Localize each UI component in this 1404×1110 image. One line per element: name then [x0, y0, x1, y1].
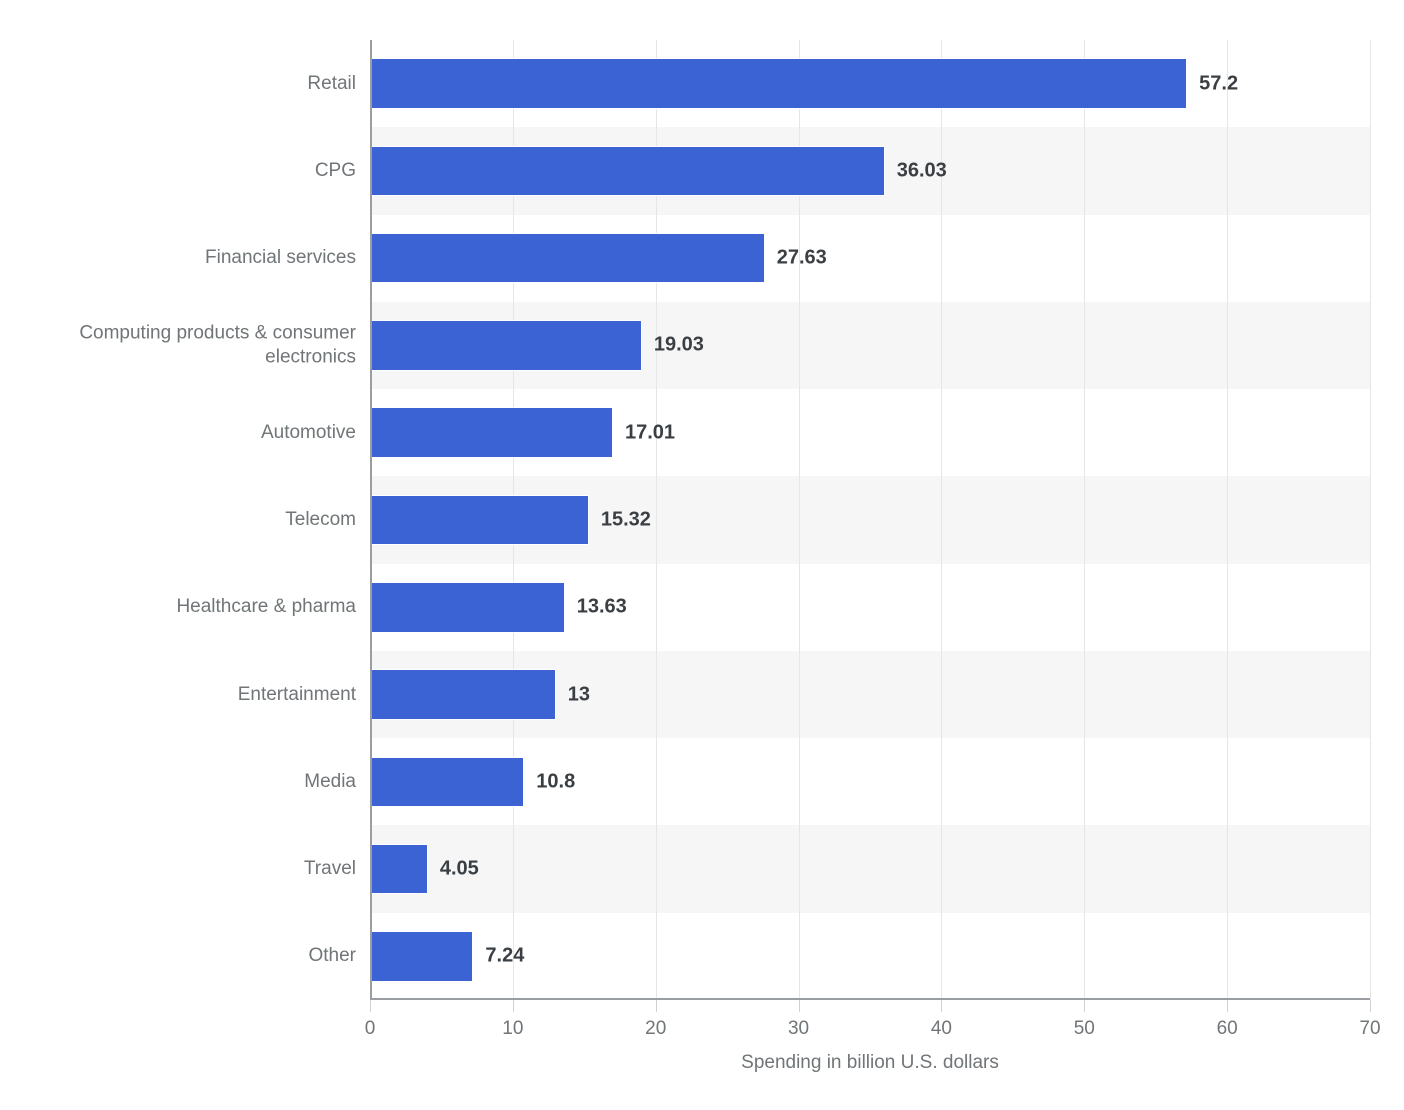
x-tick: [799, 1000, 800, 1012]
y-category-label: CPG: [16, 159, 356, 183]
x-tick-label: 20: [645, 1018, 666, 1040]
x-tick-label: 30: [788, 1018, 809, 1040]
y-category-label: Healthcare & pharma: [16, 595, 356, 619]
y-category-label: Entertainment: [16, 683, 356, 707]
bar-value-label: 13.63: [577, 596, 627, 619]
plot-area: 57.2 36.03 27.63 19.03 17.01 15.32 13.63 13 10.8…: [370, 40, 1370, 1000]
y-axis-line: [370, 40, 372, 1000]
bar-value-label: 36.03: [897, 159, 947, 182]
bar-value-label: 4.05: [440, 858, 479, 881]
x-tick-label: 40: [931, 1018, 952, 1040]
plot-band: [370, 825, 1370, 912]
y-category-label: Media: [16, 770, 356, 794]
bar[interactable]: [370, 58, 1187, 109]
x-tick-label: 10: [502, 1018, 523, 1040]
bar-value-label: 7.24: [485, 945, 524, 968]
y-category-label: Other: [16, 944, 356, 968]
bar[interactable]: [370, 233, 765, 284]
y-category-label: Retail: [16, 72, 356, 96]
x-tick: [1227, 1000, 1228, 1012]
y-category-label: Telecom: [16, 508, 356, 532]
y-category-label: Travel: [16, 857, 356, 881]
gridline: [1370, 40, 1371, 1000]
bar[interactable]: [370, 582, 565, 633]
x-tick: [1370, 1000, 1371, 1012]
gridline: [1084, 40, 1085, 1000]
bar[interactable]: [370, 495, 589, 546]
bar[interactable]: [370, 669, 556, 720]
x-tick-label: 60: [1217, 1018, 1238, 1040]
x-tick-label: 0: [365, 1018, 376, 1040]
y-category-label: Automotive: [16, 421, 356, 445]
x-axis-title: Spending in billion U.S. dollars: [741, 1052, 999, 1074]
gridline: [941, 40, 942, 1000]
bar[interactable]: [370, 844, 428, 895]
x-tick: [656, 1000, 657, 1012]
bar-value-label: 10.8: [536, 770, 575, 793]
x-axis-line: [370, 998, 1370, 1000]
bar-value-label: 17.01: [625, 421, 675, 444]
y-category-label: Financial services: [16, 246, 356, 270]
bar-value-label: 13: [568, 683, 590, 706]
bar-value-label: 15.32: [601, 509, 651, 532]
x-tick: [513, 1000, 514, 1012]
x-tick-label: 70: [1359, 1018, 1380, 1040]
bar[interactable]: [370, 757, 524, 808]
bar-value-label: 57.2: [1199, 72, 1238, 95]
bar[interactable]: [370, 931, 473, 982]
bar[interactable]: [370, 320, 642, 371]
y-category-label: Computing products & consumer electronic…: [16, 322, 356, 370]
x-tick-label: 50: [1074, 1018, 1095, 1040]
x-tick: [941, 1000, 942, 1012]
bar-value-label: 19.03: [654, 334, 704, 357]
x-tick: [370, 1000, 371, 1012]
bar[interactable]: [370, 407, 613, 458]
gridline: [1227, 40, 1228, 1000]
x-tick: [1084, 1000, 1085, 1012]
chart-container: 57.2 36.03 27.63 19.03 17.01 15.32 13.63 13 10.8…: [0, 0, 1404, 1110]
bar-value-label: 27.63: [777, 247, 827, 270]
bar[interactable]: [370, 146, 885, 197]
